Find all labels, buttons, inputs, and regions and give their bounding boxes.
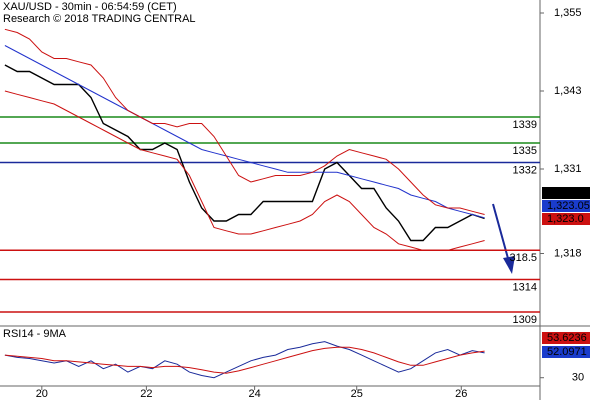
level-label: 1314 [513,281,537,293]
y-tick-label: 1,343 [554,85,582,97]
price-box-label: 1,323.0 [547,213,584,225]
rsi-box [542,332,590,344]
level-label: 1309 [513,314,537,326]
level-label: 1335 [513,145,537,157]
plot-bg [0,0,540,400]
y-tick-label: 1,331 [554,163,582,175]
y-tick-label: 1,318 [554,247,582,259]
price-box-label: 1,323.05 [547,200,590,212]
x-tick-label: 24 [248,388,260,400]
level-label: 318.5 [509,252,537,264]
level-label: 1332 [513,164,537,176]
rsi-y-tick-label: 30 [572,372,584,384]
rsi-line [4,341,485,379]
rsi-box [542,346,590,358]
price-box [542,187,590,199]
rsi-box-label: 52.0971 [547,346,587,358]
rsi-box-label: 53.6236 [547,332,587,344]
chart-subtitle: Research © 2018 TRADING CENTRAL [3,13,196,25]
arrow [492,203,515,274]
x-tick-label: 20 [36,388,48,400]
price-box [542,200,590,212]
rsi-line [4,346,485,374]
series-line [4,90,485,251]
level-label: 1339 [513,119,537,131]
x-tick-label: 25 [351,388,363,400]
rsi-title: RSI14 - 9MA [3,328,67,340]
chart-title: XAU/USD - 30min - 06:54:59 (CET) [3,1,177,13]
price-box-label: 1,323.38 [547,187,590,199]
x-tick-label: 26 [455,388,467,400]
series-line [4,28,485,215]
y-tick-label: 1,355 [554,7,582,19]
price-box [542,213,590,225]
x-tick-label: 22 [140,388,152,400]
series-line [4,64,485,242]
series-line [4,45,485,219]
